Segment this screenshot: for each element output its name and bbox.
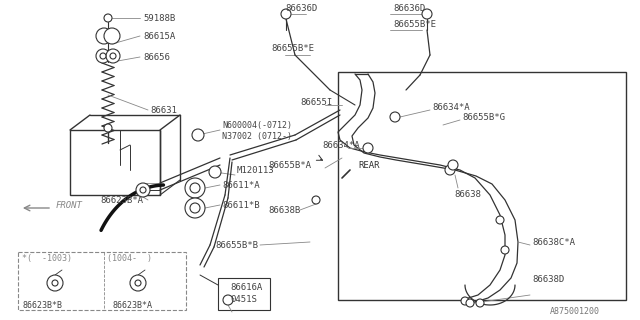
Text: M120113: M120113 [237, 165, 275, 174]
Text: 86634*A: 86634*A [322, 140, 360, 149]
Text: 86655B*A: 86655B*A [268, 161, 311, 170]
Circle shape [104, 124, 112, 132]
Bar [218, 278, 270, 310]
Text: 0451S: 0451S [230, 295, 257, 305]
Bar [18, 252, 186, 310]
Circle shape [501, 246, 509, 254]
Circle shape [223, 295, 233, 305]
Circle shape [185, 178, 205, 198]
Text: 86638D: 86638D [532, 276, 564, 284]
Circle shape [190, 203, 200, 213]
Circle shape [390, 112, 400, 122]
Text: 86616A: 86616A [230, 283, 262, 292]
Bar [338, 72, 626, 300]
Text: (1004-  ): (1004- ) [107, 253, 152, 262]
Text: 86636D: 86636D [285, 4, 317, 12]
Circle shape [136, 183, 150, 197]
Circle shape [130, 275, 146, 291]
Text: 86638C*A: 86638C*A [532, 237, 575, 246]
Circle shape [96, 49, 110, 63]
Circle shape [52, 280, 58, 286]
Circle shape [192, 129, 204, 141]
Text: 86634*A: 86634*A [432, 102, 470, 111]
Text: *(  -1003): *( -1003) [22, 253, 72, 262]
Text: 86638: 86638 [454, 189, 481, 198]
Circle shape [190, 183, 200, 193]
Text: 86638B: 86638B [268, 205, 300, 214]
Text: 86623B*B: 86623B*B [22, 300, 62, 309]
Circle shape [466, 299, 474, 307]
Text: N37002 (0712-): N37002 (0712-) [222, 132, 292, 140]
Circle shape [422, 9, 432, 19]
Circle shape [135, 280, 141, 286]
Circle shape [448, 160, 458, 170]
Circle shape [47, 275, 63, 291]
Text: 86615A: 86615A [143, 31, 175, 41]
Text: N600004(-0712): N600004(-0712) [222, 121, 292, 130]
Circle shape [104, 28, 120, 44]
Text: 86656: 86656 [143, 52, 170, 61]
Circle shape [106, 49, 120, 63]
Circle shape [496, 216, 504, 224]
Circle shape [476, 299, 484, 307]
Text: REAR: REAR [358, 161, 380, 170]
Circle shape [104, 14, 112, 22]
Circle shape [96, 28, 112, 44]
Text: 86636D: 86636D [393, 4, 425, 12]
Text: 86631: 86631 [150, 106, 177, 115]
Text: A875001200: A875001200 [550, 308, 600, 316]
Circle shape [461, 297, 469, 305]
Circle shape [445, 165, 455, 175]
Text: 86655B*E: 86655B*E [271, 44, 314, 52]
Text: 86611*B: 86611*B [222, 201, 260, 210]
Text: 86655I: 86655I [300, 98, 332, 107]
Text: 86655B*B: 86655B*B [215, 241, 258, 250]
Circle shape [100, 53, 106, 59]
Circle shape [312, 196, 320, 204]
Circle shape [363, 143, 373, 153]
Circle shape [110, 53, 116, 59]
Circle shape [209, 166, 221, 178]
Text: 86611*A: 86611*A [222, 180, 260, 189]
Text: 59188B: 59188B [143, 13, 175, 22]
Text: FRONT: FRONT [56, 201, 83, 210]
Text: 86623B*A: 86623B*A [100, 196, 143, 204]
Text: 86655B*E: 86655B*E [393, 20, 436, 28]
Circle shape [140, 187, 146, 193]
Bar [70, 130, 160, 195]
Circle shape [185, 198, 205, 218]
Text: 86623B*A: 86623B*A [112, 300, 152, 309]
Text: 86655B*G: 86655B*G [462, 113, 505, 122]
Circle shape [281, 9, 291, 19]
